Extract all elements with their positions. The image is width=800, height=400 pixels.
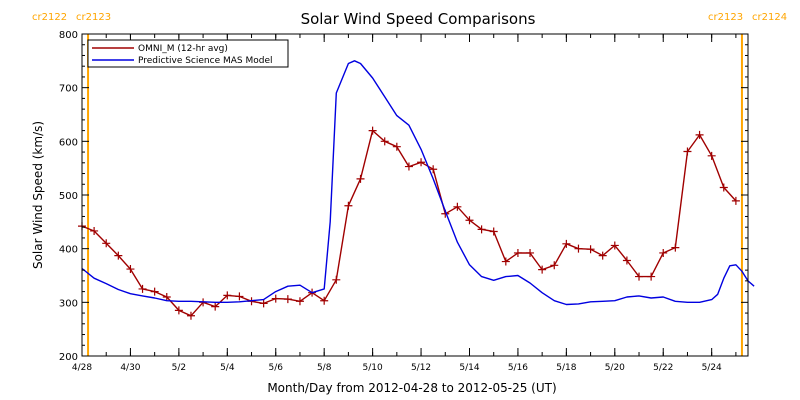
omni-data-point: [211, 302, 220, 311]
omni-data-point: [477, 225, 486, 234]
omni-data-point: [356, 174, 365, 183]
plot-frame: [81, 33, 749, 357]
omni-data-point: [550, 261, 559, 270]
omni-data-point: [174, 306, 183, 315]
omni-data-point: [102, 239, 111, 248]
x-tick-label: 5/14: [459, 363, 479, 373]
carrington-label: cr2124: [752, 12, 787, 23]
y-tick-label: 400: [59, 245, 78, 256]
omni-data-point: [344, 201, 353, 210]
omni-data-point: [526, 248, 535, 257]
omni-data-point: [453, 202, 462, 211]
omni-data-point: [562, 239, 571, 248]
legend-label-omni: OMNI_M (12-hr avg): [138, 44, 228, 54]
y-tick-label: 600: [59, 137, 78, 148]
x-tick-label: 5/12: [411, 363, 431, 373]
omni-data-point: [695, 130, 704, 139]
omni-data-point: [610, 241, 619, 250]
omni-data-point: [501, 257, 510, 266]
omni-data-point: [332, 275, 341, 284]
omni-data-point: [223, 291, 232, 300]
omni-data-point: [368, 126, 377, 135]
legend-label-mas: Predictive Science MAS Model: [138, 56, 273, 66]
omni-series-line: [81, 129, 737, 317]
omni-data-point: [271, 294, 280, 303]
omni-data-point: [90, 226, 99, 235]
omni-data-point: [186, 311, 195, 320]
omni-data-point: [404, 162, 413, 171]
omni-data-point: [707, 151, 716, 160]
omni-data-point: [138, 284, 147, 293]
x-tick-label: 5/16: [508, 363, 528, 373]
omni-data-point: [150, 287, 159, 296]
omni-data-point: [719, 183, 728, 192]
x-tick-label: 5/24: [702, 363, 722, 373]
y-axis-label: Solar Wind Speed (km/s): [31, 121, 45, 269]
omni-data-point: [659, 248, 668, 257]
omni-data-point: [283, 295, 292, 304]
x-tick-label: 5/6: [269, 363, 284, 373]
mas-series-line: [81, 60, 755, 306]
omni-data-point: [417, 158, 426, 167]
x-tick-label: 4/28: [72, 363, 92, 373]
x-tick-label: 5/18: [556, 363, 576, 373]
omni-data-point: [671, 243, 680, 252]
omni-data-point: [731, 196, 740, 205]
omni-data-point: [622, 256, 631, 265]
carrington-label: cr2122: [32, 12, 67, 23]
omni-data-point: [126, 265, 135, 274]
x-tick-label: 5/2: [172, 363, 186, 373]
omni-data-point: [574, 244, 583, 253]
chart-title: Solar Wind Speed Comparisons: [301, 10, 536, 28]
legend-box: [87, 39, 289, 68]
y-tick-label: 800: [59, 30, 78, 41]
x-tick-label: 5/4: [220, 363, 235, 373]
y-tick-label: 700: [59, 84, 78, 95]
series-layer: [78, 60, 755, 320]
omni-data-point: [586, 245, 595, 254]
y-tick-label: 200: [59, 352, 78, 363]
y-tick-label: 500: [59, 191, 78, 202]
omni-data-point: [320, 296, 329, 305]
omni-data-point: [235, 292, 244, 301]
x-axis: 4/28 4/30 5/2 5/4 5/6 5/8 5/10 5/12 5/14 5/16 5/18…: [72, 34, 737, 373]
omni-data-point: [489, 227, 498, 236]
x-tick-label: 5/20: [605, 363, 625, 373]
x-axis-label: Month/Day from 2012-04-28 to 2012-05-25 …: [267, 381, 556, 395]
omni-data-point: [598, 251, 607, 260]
omni-data-point: [259, 299, 268, 308]
omni-data-point: [683, 147, 692, 156]
x-tick-label: 5/10: [363, 363, 383, 373]
omni-data-point: [513, 248, 522, 257]
omni-data-point: [162, 292, 171, 301]
omni-data-point: [429, 165, 438, 174]
carrington-label: cr2123: [708, 12, 743, 23]
omni-data-point: [380, 137, 389, 146]
omni-data-point: [538, 265, 547, 274]
y-tick-label: 300: [59, 298, 78, 309]
y-axis: 200 300 400 500 600 700 800: [59, 30, 748, 363]
omni-data-point: [635, 272, 644, 281]
omni-data-point: [295, 297, 304, 306]
carrington-label: cr2123: [76, 12, 111, 23]
omni-data-point: [465, 216, 474, 225]
x-tick-label: 5/22: [653, 363, 673, 373]
legend: OMNI_M (12-hr avg) Predictive Science MA…: [87, 39, 289, 68]
omni-data-point: [392, 142, 401, 151]
omni-data-point: [647, 272, 656, 281]
omni-data-point: [114, 251, 123, 260]
x-tick-label: 5/8: [317, 363, 332, 373]
x-tick-label: 4/30: [120, 363, 140, 373]
